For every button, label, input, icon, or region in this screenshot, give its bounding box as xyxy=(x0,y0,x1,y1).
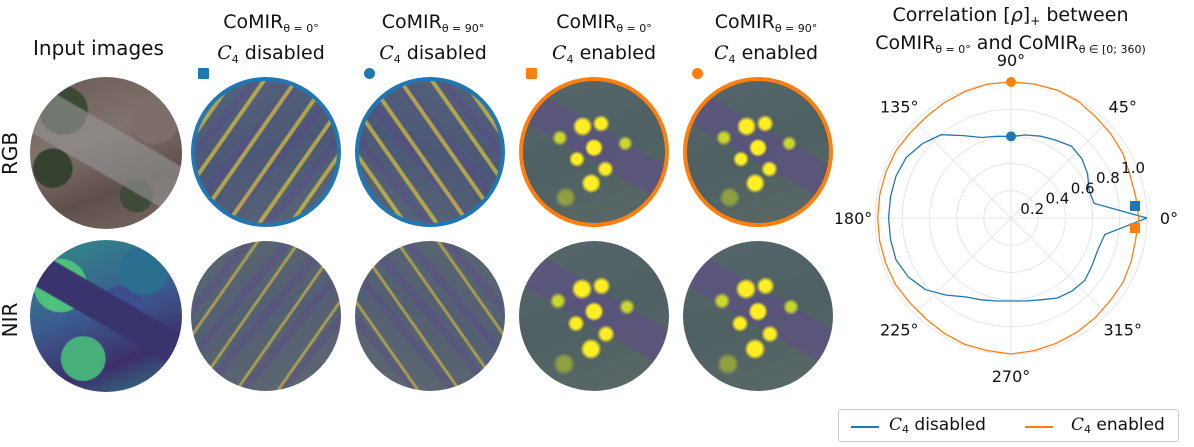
radial-tick-label: 0.2 xyxy=(1020,200,1044,218)
column-title-3: CoMIRθ = 0° C4 enabled xyxy=(551,11,657,66)
angular-grid-spoke xyxy=(1010,121,1108,219)
angle-tick-label: 270° xyxy=(992,367,1031,386)
legend-label-disabled: C4 disabled xyxy=(889,415,986,436)
column-title-4: CoMIRθ = 90° C4 enabled xyxy=(713,11,819,66)
angle-tick-label: 135° xyxy=(880,97,919,116)
input-images-label: Input images xyxy=(33,36,164,60)
angle-tick-label: 90° xyxy=(997,51,1025,70)
radial-tick-label: 0.6 xyxy=(1071,179,1095,197)
rgb-comir-theta0-c4-disabled xyxy=(191,77,341,227)
rgb-comir-theta90-c4-disabled xyxy=(355,77,505,227)
nir-comir-theta90-c4-disabled xyxy=(355,241,505,391)
marker-circle-enabled xyxy=(1006,77,1016,87)
nir-comir-theta0-c4-disabled xyxy=(191,241,341,391)
row-label-rgb: RGB xyxy=(0,131,22,175)
legend-line-disabled xyxy=(851,426,879,428)
radial-tick-label: 1.0 xyxy=(1121,159,1145,177)
angle-tick-label: 0° xyxy=(1160,209,1178,228)
angular-grid-spoke xyxy=(914,217,1012,315)
marker-circle-disabled xyxy=(1006,131,1016,142)
series-line-disabled xyxy=(887,134,1148,302)
column-title-1: CoMIRθ = 0° C4 disabled xyxy=(217,11,325,66)
angle-tick-label: 45° xyxy=(1109,97,1137,116)
rgb-comir-theta0-c4-enabled xyxy=(519,77,669,227)
chart-title-line1: Correlation [ρ]+ between xyxy=(892,4,1129,28)
marker-square-disabled xyxy=(1130,201,1140,211)
nir-comir-theta0-c4-enabled xyxy=(519,241,669,391)
series-line-enabled xyxy=(877,81,1140,355)
polar-chart: 0° 45° 90° 135° 180° 225° 270° 315° 0.20.40.60.8… xyxy=(836,51,1178,386)
circle-marker-disabled xyxy=(364,68,375,79)
column-title-2: CoMIRθ = 90° C4 disabled xyxy=(379,11,487,66)
nir-comir-theta90-c4-enabled xyxy=(683,241,833,391)
rgb-comir-theta90-c4-enabled xyxy=(683,77,833,227)
legend-line-enabled xyxy=(1025,426,1053,428)
angular-grid-spoke xyxy=(1010,217,1108,315)
angle-tick-label: 315° xyxy=(1103,321,1142,340)
angle-tick-label: 225° xyxy=(880,321,919,340)
nir-input-image xyxy=(30,240,182,392)
angle-tick-label: 180° xyxy=(836,209,872,228)
chart-legend: C4 disabled C4 enabled xyxy=(838,409,1179,442)
chart-title-line2: CoMIRθ = 0° and CoMIRθ ∈ [0; 360) xyxy=(875,32,1146,56)
circle-marker-enabled xyxy=(692,68,703,79)
legend-label-enabled: C4 enabled xyxy=(1071,415,1165,436)
chart-title: Correlation [ρ]+ between CoMIRθ = 0° and… xyxy=(838,4,1183,61)
radial-tick-label: 0.8 xyxy=(1096,169,1120,187)
angular-grid-spoke xyxy=(914,121,1012,219)
rgb-input-image xyxy=(30,77,182,229)
radial-tick-label: 0.4 xyxy=(1046,190,1070,208)
square-marker-disabled xyxy=(198,68,209,79)
row-label-nir: NIR xyxy=(0,302,22,338)
marker-square-enabled xyxy=(1130,223,1140,233)
square-marker-enabled xyxy=(526,68,537,79)
